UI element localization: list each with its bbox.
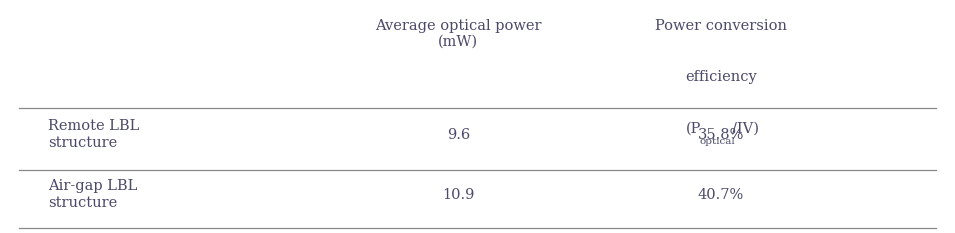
Text: (P: (P — [686, 121, 701, 135]
Text: 9.6: 9.6 — [447, 127, 470, 142]
Text: optical: optical — [699, 137, 735, 147]
Text: efficiency: efficiency — [685, 70, 757, 84]
Text: 10.9: 10.9 — [442, 188, 475, 202]
Text: Power conversion: Power conversion — [655, 19, 787, 33]
Text: Average optical power
(mW): Average optical power (mW) — [375, 19, 541, 49]
Text: 35.8%: 35.8% — [698, 127, 744, 142]
Text: 40.7%: 40.7% — [698, 188, 744, 202]
Text: Remote LBL
structure: Remote LBL structure — [48, 120, 139, 150]
Text: /IV): /IV) — [732, 121, 758, 135]
Text: Air-gap LBL
structure: Air-gap LBL structure — [48, 179, 138, 210]
